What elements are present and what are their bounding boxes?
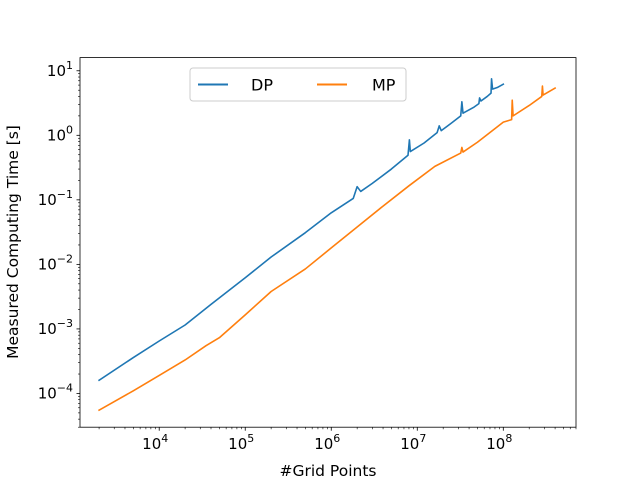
x-tick-label: 105 bbox=[228, 432, 254, 453]
y-tick-label: 100 bbox=[47, 123, 73, 144]
x-axis-ticks: 104 105 106 107 108 bbox=[98, 427, 577, 453]
series-line-dp bbox=[97, 78, 505, 382]
legend-frame bbox=[189, 67, 407, 102]
y-tick-label: 10−1 bbox=[38, 188, 73, 209]
x-tick-label: 108 bbox=[486, 432, 512, 453]
x-axis-label: #Grid Points bbox=[279, 462, 376, 480]
y-axis-label: Measured Computing Time [s] bbox=[4, 125, 22, 359]
series-line-mp bbox=[97, 85, 557, 412]
legend-label-mp: MP bbox=[372, 76, 396, 95]
y-tick-label: 10−2 bbox=[38, 252, 73, 273]
x-tick-label: 107 bbox=[400, 432, 426, 453]
y-tick-label: 10−4 bbox=[38, 381, 73, 402]
legend: DP MP bbox=[189, 67, 407, 102]
x-tick-label: 104 bbox=[142, 432, 168, 453]
plot-lines bbox=[97, 78, 557, 412]
y-tick-label: 101 bbox=[47, 59, 73, 80]
y-axis-ticks: 10−4 10−3 10−2 10−1 100 101 bbox=[38, 59, 80, 428]
y-tick-label: 10−3 bbox=[38, 317, 73, 338]
legend-label-dp: DP bbox=[251, 76, 273, 95]
axes-frame bbox=[79, 57, 577, 428]
x-tick-label: 106 bbox=[314, 432, 340, 453]
